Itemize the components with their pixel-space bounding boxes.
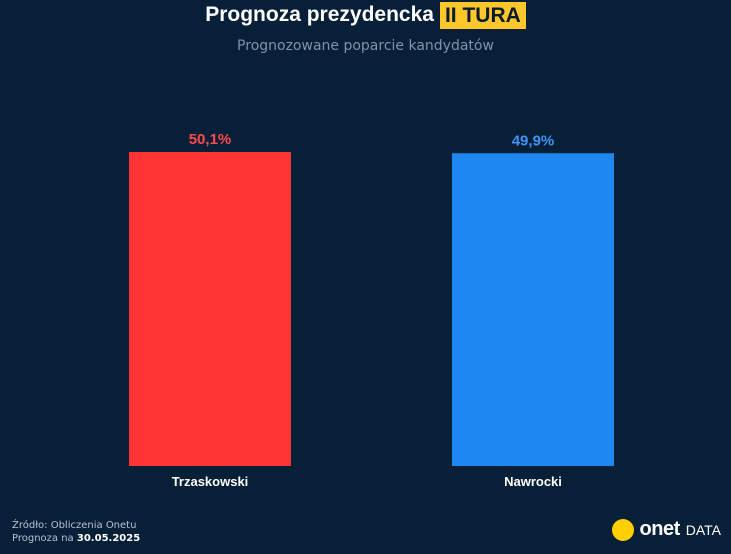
title-text: Prognoza prezydencka	[205, 3, 434, 26]
bar-trzaskowski	[129, 152, 291, 466]
chart-title: Prognoza prezydencka II TURA	[0, 0, 731, 30]
chart-subtitle: Prognozowane poparcie kandydatów	[237, 38, 494, 54]
brand-name: onet	[639, 518, 681, 540]
source-line: Źródło: Obliczenia Onetu	[12, 520, 137, 531]
brand-suffix: DATA	[685, 521, 721, 538]
onet-data-logo: onet DATA	[611, 518, 721, 541]
data-label-trzaskowski: 50,1%	[189, 131, 232, 148]
category-label-trzaskowski: Trzaskowski	[172, 474, 249, 489]
forecast-line: Prognoza na 30.05.2025	[12, 532, 140, 545]
category-label-nawrocki: Nawrocki	[504, 474, 562, 489]
onet-dot-icon	[611, 518, 634, 541]
data-label-nawrocki: 49,9%	[512, 132, 555, 149]
source-note: Źródło: Obliczenia Onetu Prognoza na 30.…	[12, 519, 140, 545]
round-badge: II TURA	[439, 1, 526, 29]
forecast-date: 30.05.2025	[76, 533, 141, 544]
bar-nawrocki	[452, 153, 614, 467]
forecast-prefix: Prognoza na	[12, 533, 74, 544]
